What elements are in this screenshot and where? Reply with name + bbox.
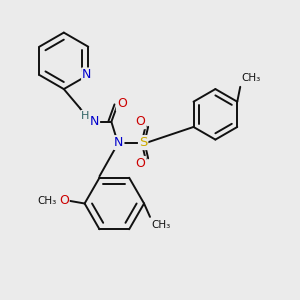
Text: H: H: [81, 111, 90, 121]
Text: S: S: [139, 136, 147, 149]
Text: O: O: [135, 115, 145, 128]
Text: O: O: [135, 157, 145, 170]
Text: O: O: [59, 194, 69, 207]
Text: N: N: [82, 68, 92, 82]
Text: CH₃: CH₃: [37, 196, 56, 206]
Text: N: N: [90, 115, 99, 128]
Text: CH₃: CH₃: [242, 73, 261, 83]
Text: N: N: [114, 136, 124, 149]
Text: CH₃: CH₃: [152, 220, 171, 230]
Text: O: O: [117, 98, 127, 110]
